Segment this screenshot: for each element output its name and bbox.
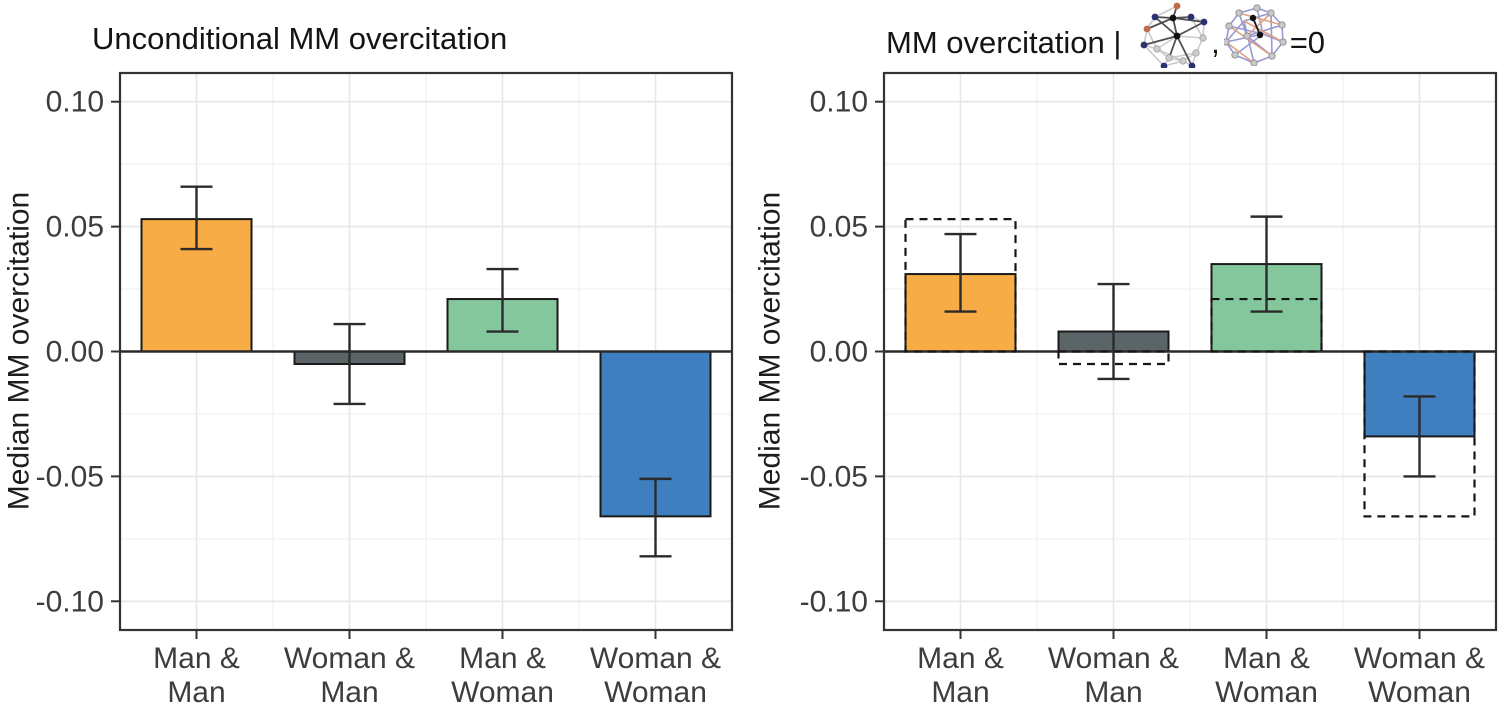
x-tick-label-woman-woman: Woman & — [1354, 642, 1485, 675]
y-tick-label: 0.00 — [46, 336, 104, 369]
y-axis-label-left: Median MM overcitation — [2, 191, 36, 511]
salmon-network-edges — [1225, 12, 1284, 64]
x-tick-label-woman-man: Man — [320, 676, 378, 709]
y-tick-label: 0.05 — [46, 211, 104, 244]
x-tick-label-man-woman: Man & — [459, 642, 546, 675]
reference-outline-man-man — [904, 218, 1017, 353]
coauthorship-network-graph-icon — [1223, 4, 1290, 66]
error-bar-woman-man — [1097, 282, 1130, 381]
x-tick-label-man-man: Man — [931, 676, 989, 709]
y-tick-label: -0.10 — [36, 585, 104, 618]
x-tick-label-man-man: Man — [167, 676, 225, 709]
x-tick-label-man-woman: Woman — [1215, 676, 1318, 709]
x-tick-label-woman-man: Woman & — [1048, 642, 1179, 675]
x-tick-label-man-man: Man & — [917, 642, 1004, 675]
y-tick-label: 0.10 — [46, 86, 104, 119]
y-tick-label: 0.10 — [810, 86, 868, 119]
right-title-suffix: =0 — [1289, 24, 1326, 60]
x-tick-label-man-woman: Man & — [1223, 642, 1310, 675]
error-bar-man-man — [944, 232, 977, 313]
reference-outline-woman-man — [1057, 350, 1170, 366]
x-tick-label-woman-woman: Woman — [604, 676, 707, 709]
error-bar-woman-woman — [639, 477, 672, 558]
y-tick-label: 0.05 — [810, 211, 868, 244]
error-bar-man-woman — [1250, 215, 1283, 313]
y-tick-label: 0.00 — [810, 336, 868, 369]
y-axis-label-right: Median MM overcitation — [753, 191, 787, 511]
x-tick-label-woman-man: Man — [1084, 676, 1142, 709]
citation-network-graph-icon — [1139, 2, 1211, 68]
error-bar-man-woman — [486, 267, 519, 333]
y-tick-label: -0.05 — [800, 460, 868, 493]
network-nodes — [1223, 4, 1287, 66]
x-tick-label-woman-man: Woman & — [284, 642, 415, 675]
right-panel-title: MM overcitation | — [886, 0, 1325, 68]
error-bar-man-man — [180, 185, 213, 251]
x-tick-label-woman-woman: Woman — [1368, 676, 1471, 709]
network-nodes — [1140, 2, 1208, 68]
y-tick-label: -0.10 — [800, 585, 868, 618]
right-title-prefix: MM overcitation | — [886, 24, 1131, 60]
error-bar-woman-man — [333, 322, 366, 406]
reference-outline-woman-woman — [1363, 350, 1476, 518]
right-title-separator: , — [1211, 24, 1220, 60]
left-panel-title: Unconditional MM overcitation — [92, 21, 508, 56]
x-tick-label-woman-woman: Woman & — [590, 642, 721, 675]
x-tick-label-man-woman: Woman — [451, 676, 554, 709]
reference-outline-man-woman — [1210, 297, 1323, 353]
error-bar-woman-woman — [1403, 395, 1436, 478]
x-tick-label-man-man: Man & — [153, 642, 240, 675]
y-tick-label: -0.05 — [36, 460, 104, 493]
